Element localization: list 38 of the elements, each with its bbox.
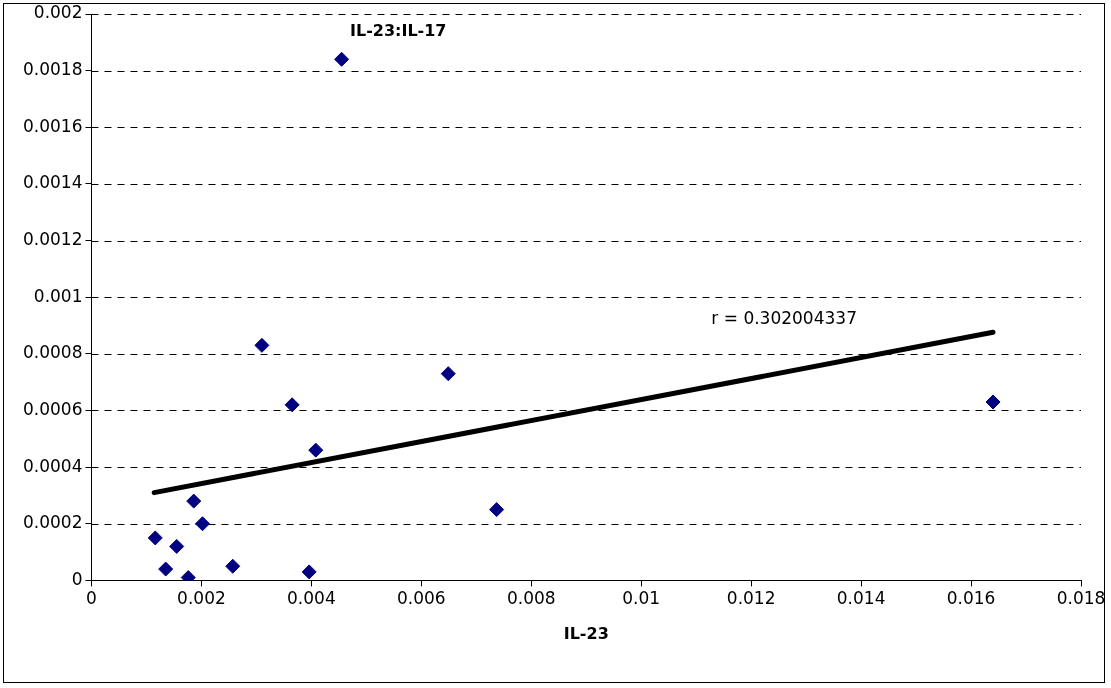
y-tick-label: 0.0008 xyxy=(23,342,83,363)
x-tick-label: 0.016 xyxy=(946,588,996,609)
point xyxy=(284,397,300,413)
x-tick-label: 0.012 xyxy=(726,588,776,609)
point xyxy=(225,558,241,574)
point xyxy=(440,366,456,382)
point xyxy=(158,561,174,577)
y-tick-label: 0.002 xyxy=(33,2,83,23)
point xyxy=(254,337,270,353)
point xyxy=(195,516,211,532)
point xyxy=(334,51,350,67)
y-tick-label: 0.0004 xyxy=(23,455,83,476)
point xyxy=(169,538,185,554)
x-tick-label: 0 xyxy=(86,588,97,609)
point xyxy=(985,394,1001,410)
point xyxy=(147,530,163,546)
y-tick-label: 0.001 xyxy=(33,285,83,306)
y-tick-label: 0.0012 xyxy=(23,228,83,249)
y-tick-label: 0.0006 xyxy=(23,398,83,419)
y-tick-label: 0 xyxy=(71,568,83,589)
y-tick-label: 0.0014 xyxy=(23,172,83,193)
x-tick-label: 0.018 xyxy=(1056,588,1106,609)
x-tick-label: 0.002 xyxy=(177,588,226,609)
point xyxy=(186,493,202,509)
point xyxy=(489,502,505,518)
y-tick-label: 0.0002 xyxy=(23,512,83,533)
text: IL-23:IL-17 xyxy=(349,21,447,41)
x-tick-label: 0.006 xyxy=(396,588,446,609)
y-tick-label: 0.0016 xyxy=(23,115,83,136)
x-tick-label: 0.014 xyxy=(836,588,886,609)
x-tick-label: 0.004 xyxy=(287,588,336,609)
x-axis-title: IL-23 xyxy=(563,623,609,643)
x-tick-label: 0.008 xyxy=(506,588,556,609)
point xyxy=(308,442,324,458)
y-tick-label: 0.0018 xyxy=(23,59,83,80)
point xyxy=(301,564,317,580)
x-tick-label: 0.01 xyxy=(622,588,661,609)
annotation: r = 0.302004337 xyxy=(711,308,857,329)
